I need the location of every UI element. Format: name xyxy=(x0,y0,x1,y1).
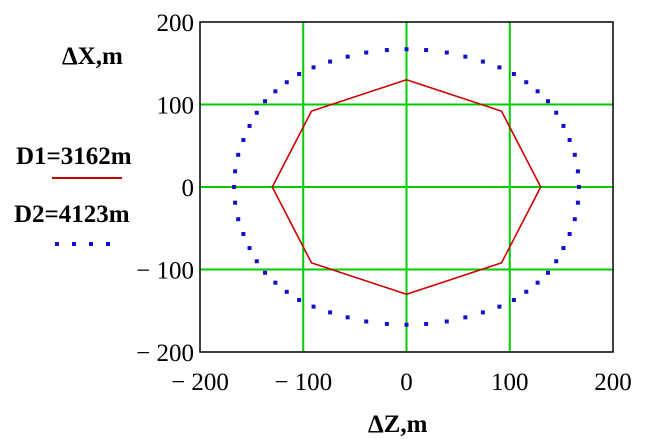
x-tick-label: 200 xyxy=(594,369,632,396)
y-tick-label: 0 xyxy=(182,175,195,202)
series-point-2 xyxy=(247,246,252,251)
series-point-2 xyxy=(576,185,581,189)
series-point-2 xyxy=(497,304,502,309)
series-point-2 xyxy=(328,59,333,64)
y-axis-label: ΔX,m xyxy=(62,43,123,70)
series-point-2 xyxy=(404,322,409,327)
series-point-2 xyxy=(263,270,268,275)
series-point-2 xyxy=(463,54,468,59)
series-point-2 xyxy=(444,50,449,55)
series-point-2 xyxy=(567,232,572,237)
series-point-2 xyxy=(480,310,485,315)
legend-swatch-d2 xyxy=(55,242,110,246)
plot-frame xyxy=(199,21,614,353)
series-point-2 xyxy=(273,280,278,285)
y-tick-label: 100 xyxy=(157,93,195,120)
series-point-2 xyxy=(535,280,540,285)
series-point-2 xyxy=(575,169,580,174)
series-point-2 xyxy=(572,152,577,157)
series-point-2 xyxy=(524,80,529,85)
y-tick-label: − 200 xyxy=(136,340,194,367)
series-point-2 xyxy=(444,319,449,324)
series-point-2 xyxy=(254,110,259,115)
legend-dot xyxy=(89,242,93,246)
series-point-2 xyxy=(273,89,278,94)
series-point-2 xyxy=(297,298,302,303)
series-point-2 xyxy=(511,71,516,76)
series-point-2 xyxy=(511,298,516,303)
series-point-2 xyxy=(554,259,559,264)
legend-dot xyxy=(72,242,76,246)
series-point-2 xyxy=(480,59,485,64)
series-point-2 xyxy=(345,315,350,320)
x-tick-label: 100 xyxy=(491,369,529,396)
series-point-2 xyxy=(297,71,302,76)
series-point-2 xyxy=(535,89,540,94)
series-point-2 xyxy=(524,289,529,294)
legend-label-d2: D2=4123m xyxy=(14,201,130,228)
series-point-2 xyxy=(463,315,468,320)
series-point-2 xyxy=(247,123,252,128)
legend-dot xyxy=(106,242,110,246)
y-tick-label: − 100 xyxy=(136,258,194,285)
series-point-2 xyxy=(561,246,566,251)
series-point-2 xyxy=(384,48,389,53)
series-point-2 xyxy=(311,65,316,70)
series-point-2 xyxy=(364,319,369,324)
x-tick-label: − 100 xyxy=(274,369,332,396)
series-point-2 xyxy=(284,80,289,85)
x-tick-label: 0 xyxy=(400,369,413,396)
series-point-2 xyxy=(232,185,237,189)
series-point-2 xyxy=(404,47,409,52)
series-point-2 xyxy=(284,289,289,294)
series-point-2 xyxy=(384,321,389,326)
series-point-2 xyxy=(328,310,333,315)
series-point-2 xyxy=(545,270,550,275)
series-point-2 xyxy=(233,200,238,205)
series-point-2 xyxy=(424,321,429,326)
series-point-2 xyxy=(497,65,502,70)
series-point-2 xyxy=(263,99,268,104)
x-tick-label: − 200 xyxy=(171,369,229,396)
tick-labels: − 200 − 100 0 100 200 200 100 0 − 100 − 200 xyxy=(136,10,632,396)
series-point-2 xyxy=(545,99,550,104)
series-point-2 xyxy=(575,200,580,205)
series-point-2 xyxy=(554,110,559,115)
series-point-2 xyxy=(572,217,577,222)
series-point-2 xyxy=(241,232,246,237)
series-point-2 xyxy=(567,137,572,142)
series-point-2 xyxy=(254,259,259,264)
series-point-2 xyxy=(311,304,316,309)
series-point-2 xyxy=(241,137,246,142)
series-point-2 xyxy=(345,54,350,59)
legend-label-d1: D1=3162m xyxy=(16,143,132,170)
series-point-2 xyxy=(236,217,241,222)
x-axis-label: ΔZ,m xyxy=(368,411,428,438)
series-point-2 xyxy=(233,169,238,174)
series-line-1 xyxy=(271,78,542,296)
series-point-2 xyxy=(424,48,429,53)
grid xyxy=(200,22,613,352)
series-point-2 xyxy=(561,123,566,128)
series-point-2 xyxy=(236,152,241,157)
legend-dot xyxy=(55,242,59,246)
series-point-2 xyxy=(364,50,369,55)
series-layer xyxy=(232,47,581,327)
y-tick-label: 200 xyxy=(157,10,195,37)
